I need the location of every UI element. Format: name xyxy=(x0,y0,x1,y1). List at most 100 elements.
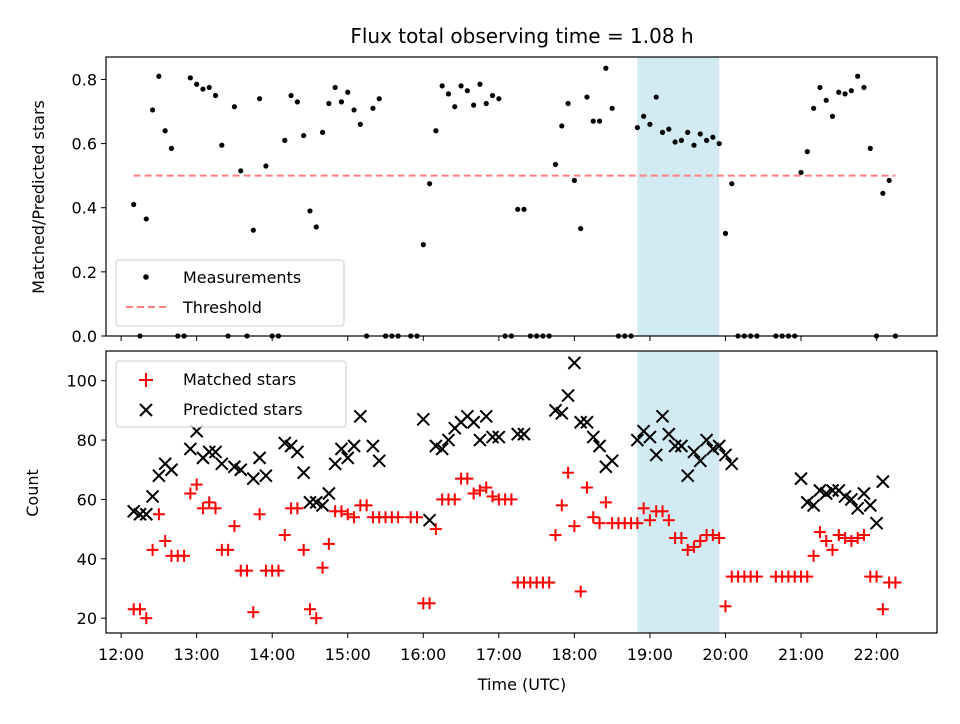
measurements-point xyxy=(370,105,376,111)
matched-stars-point xyxy=(889,576,902,589)
bottom-legend: Matched stars Predicted stars xyxy=(115,360,347,428)
x-tick-label: 21:00 xyxy=(778,645,824,664)
bottom-panel: Count Time (UTC) 20 40 60 80 100 12:00 13:00 1… xyxy=(23,350,938,694)
predicted-stars-point xyxy=(718,448,733,462)
measurements-point xyxy=(867,145,873,151)
predicted-stars-point xyxy=(435,442,449,456)
matched-stars-point xyxy=(241,564,254,577)
measurements-point xyxy=(206,84,212,91)
matched-stars-point xyxy=(574,585,587,598)
measurements-point xyxy=(716,140,722,147)
measurements-point xyxy=(722,230,729,236)
matched-stars-point xyxy=(133,603,146,616)
measurements-point xyxy=(338,99,345,105)
predicted-stars-point xyxy=(164,463,179,477)
measurements-point xyxy=(313,224,319,230)
predicted-stars-point xyxy=(511,427,525,441)
matched-stars-point xyxy=(190,478,203,491)
highlight-span xyxy=(637,351,720,633)
matched-stars-point xyxy=(203,496,216,509)
bottom-plot-frame xyxy=(105,350,938,634)
x-tick-label: 17:00 xyxy=(476,645,522,664)
matched-stars-point xyxy=(505,493,518,506)
x-tick-label: 22:00 xyxy=(854,645,900,664)
measurements-point xyxy=(445,91,452,97)
predicted-stars-point xyxy=(296,465,311,480)
predicted-stars-point xyxy=(215,457,229,471)
matched-stars-point xyxy=(316,561,329,574)
matched-stars-point xyxy=(448,493,461,506)
matched-stars-point xyxy=(297,543,310,556)
matched-stars-point xyxy=(562,466,575,479)
measurements-point xyxy=(200,86,206,92)
measurements-point xyxy=(691,142,697,148)
measurements-point xyxy=(483,100,489,107)
measurements-point xyxy=(515,206,521,212)
highlight-span xyxy=(637,57,720,336)
legend-threshold-label: Threshold xyxy=(182,298,262,317)
matched-stars-point xyxy=(146,543,159,556)
measurements-point xyxy=(231,104,238,110)
y-axis-label-count: Count xyxy=(23,469,42,517)
x-tick-label: 18:00 xyxy=(551,645,597,664)
measurements-point xyxy=(471,102,477,108)
matched-stars-point xyxy=(461,472,474,485)
matched-stars-point xyxy=(253,508,266,521)
matched-stars-point xyxy=(719,600,732,613)
measurements-point xyxy=(477,81,483,87)
predicted-stars-point xyxy=(592,439,607,453)
measurements-point xyxy=(647,121,653,127)
predicted-stars-point xyxy=(869,516,884,530)
measurements-point xyxy=(804,149,810,155)
predicted-stars-point xyxy=(825,483,840,498)
predicted-stars-point xyxy=(246,471,261,486)
matched-stars-point xyxy=(184,487,197,500)
matched-stars-point xyxy=(473,484,486,497)
measurements-point xyxy=(433,128,439,134)
predicted-stars-point xyxy=(145,489,160,504)
legend-matched-label: Matched stars xyxy=(183,370,296,389)
predicted-stars-point xyxy=(372,454,386,468)
predicted-stars-point xyxy=(353,409,368,424)
measurements-point xyxy=(842,91,848,97)
predicted-stars-point xyxy=(517,427,531,441)
matched-stars-point xyxy=(341,508,354,521)
measurements-point xyxy=(603,65,609,71)
measurements-point xyxy=(187,75,193,81)
measurements-point xyxy=(376,96,382,102)
predicted-stars-point xyxy=(857,486,871,501)
matched-stars-point xyxy=(322,537,335,550)
predicted-stars-point xyxy=(334,442,349,456)
legend-predicted-marker xyxy=(139,403,153,417)
predicted-stars-point xyxy=(863,498,877,513)
predicted-stars-point xyxy=(202,445,216,459)
measurements-point xyxy=(653,94,659,100)
measurements-point xyxy=(521,206,527,212)
predicted-stars-point xyxy=(322,486,336,501)
measurements-point xyxy=(351,107,357,113)
matched-stars-point xyxy=(675,532,688,545)
matched-stars-point xyxy=(580,481,593,494)
x-tick-label: 12:00 xyxy=(98,645,144,664)
predicted-stars-point xyxy=(208,445,223,459)
measurements-point xyxy=(861,84,867,91)
measurements-point xyxy=(143,216,149,222)
predicted-stars-point xyxy=(473,433,487,447)
measurements-point xyxy=(798,169,804,176)
measurements-point xyxy=(829,113,836,119)
matched-stars-point xyxy=(687,540,700,553)
measurements-point xyxy=(596,118,603,124)
predicted-stars-point xyxy=(466,415,481,429)
predicted-stars-point xyxy=(152,468,166,483)
x-tick-label: 19:00 xyxy=(627,645,673,664)
measurements-point xyxy=(609,105,615,111)
predicted-stars-point xyxy=(422,513,437,527)
measurements-point xyxy=(156,73,162,79)
predicted-stars-point xyxy=(712,439,726,453)
predicted-stars-point xyxy=(668,439,682,453)
measurements-point xyxy=(212,92,219,99)
predicted-stars-point xyxy=(850,501,865,516)
measurements-point xyxy=(458,83,464,89)
y-tick-label: 0.0 xyxy=(72,327,97,346)
predicted-stars-point xyxy=(725,457,739,471)
